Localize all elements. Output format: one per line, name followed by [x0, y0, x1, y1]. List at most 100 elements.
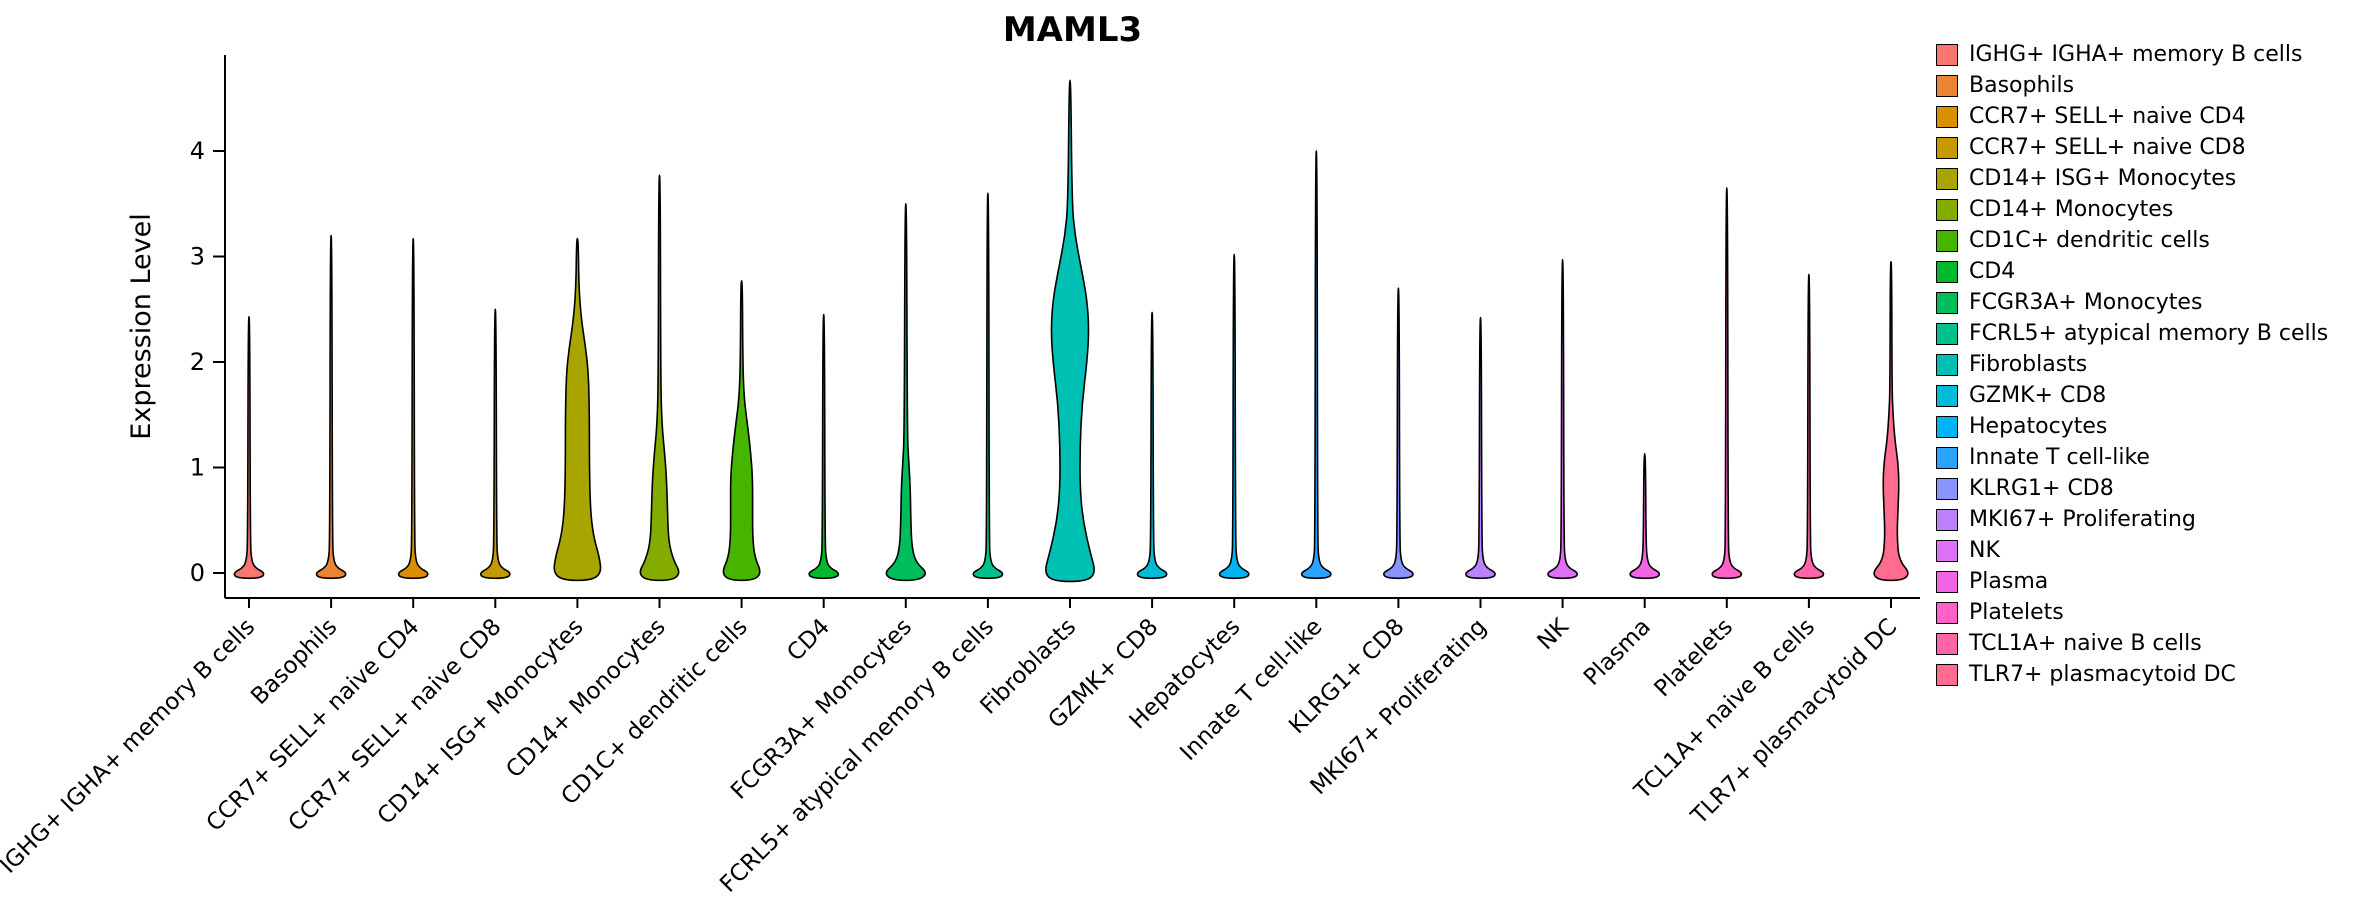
legend-item: GZMK+ CD8 [1936, 385, 2328, 407]
legend-label: NK [1969, 538, 2000, 563]
x-tick-label: CD4 [782, 614, 835, 667]
legend-label: MKI67+ Proliferating [1969, 507, 2196, 532]
x-tick-label: CD14+ Monocytes [501, 614, 670, 783]
legend-label: CD4 [1969, 259, 2016, 284]
legend-item: MKI67+ Proliferating [1936, 509, 2328, 531]
legend-swatch [1936, 540, 1958, 562]
legend-label: Platelets [1969, 600, 2064, 625]
legend-swatch [1936, 106, 1958, 128]
legend-swatch [1936, 230, 1958, 252]
violin-hepatocytes [1218, 253, 1250, 580]
y-tick-label: 3 [190, 243, 205, 271]
legend-swatch [1936, 385, 1958, 407]
legend-item: FCRL5+ atypical memory B cells [1936, 323, 2328, 345]
legend-label: GZMK+ CD8 [1969, 383, 2107, 408]
legend-item: CD14+ Monocytes [1936, 199, 2328, 221]
legend-swatch [1936, 137, 1958, 159]
legend-item: CD1C+ dendritic cells [1936, 230, 2328, 252]
violin-plasma [1629, 452, 1661, 580]
legend-swatch [1936, 323, 1958, 345]
legend-swatch [1936, 416, 1958, 438]
legend-item: TCL1A+ naive B cells [1936, 633, 2328, 655]
violin-ighg-igha-memory-b-cells [233, 315, 265, 580]
legend-item: Platelets [1936, 602, 2328, 624]
legend-label: FCRL5+ atypical memory B cells [1969, 321, 2329, 346]
violin-cd1c-dendritic-cells [722, 279, 761, 582]
x-tick-label: Plasma [1579, 614, 1656, 691]
violin-fcgr3a-monocytes [885, 202, 926, 582]
legend-swatch [1936, 509, 1958, 531]
violin-innate-t-cell-like [1300, 150, 1332, 580]
legend-item: CCR7+ SELL+ naive CD8 [1936, 137, 2328, 159]
legend-item: Plasma [1936, 571, 2328, 593]
legend-label: Plasma [1969, 569, 2049, 594]
violin-klrg1-cd8 [1383, 287, 1414, 580]
legend-item: Hepatocytes [1936, 416, 2328, 438]
legend-swatch [1936, 168, 1958, 190]
legend-item: Fibroblasts [1936, 354, 2328, 376]
legend-label: Fibroblasts [1969, 352, 2088, 377]
legend-item: NK [1936, 540, 2328, 562]
violin-platelets [1711, 187, 1743, 580]
legend-item: CD4 [1936, 261, 2328, 283]
legend-swatch [1936, 354, 1958, 376]
y-tick-label: 0 [190, 559, 205, 587]
y-tick-label: 4 [190, 137, 205, 165]
legend-item: FCGR3A+ Monocytes [1936, 292, 2328, 314]
legend-label: CCR7+ SELL+ naive CD8 [1969, 135, 2246, 160]
violin-cd14-isg-monocytes [553, 237, 602, 582]
violin-cd14-monocytes [639, 174, 680, 582]
legend-swatch [1936, 447, 1958, 469]
y-tick-label: 2 [190, 348, 205, 376]
legend-swatch [1936, 292, 1958, 314]
legend-label: CCR7+ SELL+ naive CD4 [1969, 104, 2246, 129]
legend-swatch [1936, 602, 1958, 624]
legend-swatch [1936, 478, 1958, 500]
violin-ccr7-sell-naive-cd8 [479, 308, 511, 580]
legend-swatch [1936, 44, 1958, 66]
legend-item: IGHG+ IGHA+ memory B cells [1936, 44, 2328, 66]
legend-label: CD14+ Monocytes [1969, 197, 2174, 222]
legend-label: CD14+ ISG+ Monocytes [1969, 166, 2237, 191]
legend-swatch [1936, 664, 1958, 686]
violin-fcrl5-atypical-memory-b-cells [972, 192, 1004, 580]
legend-swatch [1936, 571, 1958, 593]
x-tick-label: Innate T cell-like [1175, 614, 1327, 766]
x-tick-label: IGHG+ IGHA+ memory B cells [0, 614, 260, 879]
legend-swatch [1936, 261, 1958, 283]
legend-label: CD1C+ dendritic cells [1969, 228, 2210, 253]
legend: IGHG+ IGHA+ memory B cells Basophils CCR7+… [1936, 44, 2328, 686]
legend-label: Innate T cell-like [1969, 445, 2150, 470]
legend-item: TLR7+ plasmacytoid DC [1936, 664, 2328, 686]
violin-ccr7-sell-naive-cd4 [397, 237, 429, 580]
y-axis-title: Expression Level [126, 213, 157, 439]
legend-label: TLR7+ plasmacytoid DC [1969, 662, 2236, 687]
legend-swatch [1936, 633, 1958, 655]
violin-nk [1547, 258, 1578, 580]
violin-mki67-proliferating [1465, 316, 1496, 580]
legend-item: CD14+ ISG+ Monocytes [1936, 168, 2328, 190]
legend-label: FCGR3A+ Monocytes [1969, 290, 2203, 315]
plot-title: MAML3 [1002, 10, 1143, 50]
legend-label: Basophils [1969, 73, 2075, 98]
legend-item: CCR7+ SELL+ naive CD4 [1936, 106, 2328, 128]
legend-swatch [1936, 199, 1958, 221]
violin-gzmk-cd8 [1136, 311, 1168, 580]
violin-cd4 [808, 313, 840, 580]
legend-label: IGHG+ IGHA+ memory B cells [1969, 42, 2303, 67]
y-tick-label: 1 [190, 454, 205, 482]
legend-label: KLRG1+ CD8 [1969, 476, 2114, 501]
legend-label: Hepatocytes [1969, 414, 2108, 439]
x-tick-label: NK [1533, 613, 1575, 655]
x-tick-label: Platelets [1650, 614, 1738, 702]
legend-item: Innate T cell-like [1936, 447, 2328, 469]
violin-basophils [315, 234, 347, 580]
legend-item: KLRG1+ CD8 [1936, 478, 2328, 500]
violin-tlr7-plasmacytoid-dc [1873, 260, 1909, 582]
legend-item: Basophils [1936, 75, 2328, 97]
legend-label: TCL1A+ naive B cells [1969, 631, 2202, 656]
violin-fibroblasts [1045, 79, 1095, 583]
violin-tcl1a-naive-b-cells [1793, 273, 1825, 580]
